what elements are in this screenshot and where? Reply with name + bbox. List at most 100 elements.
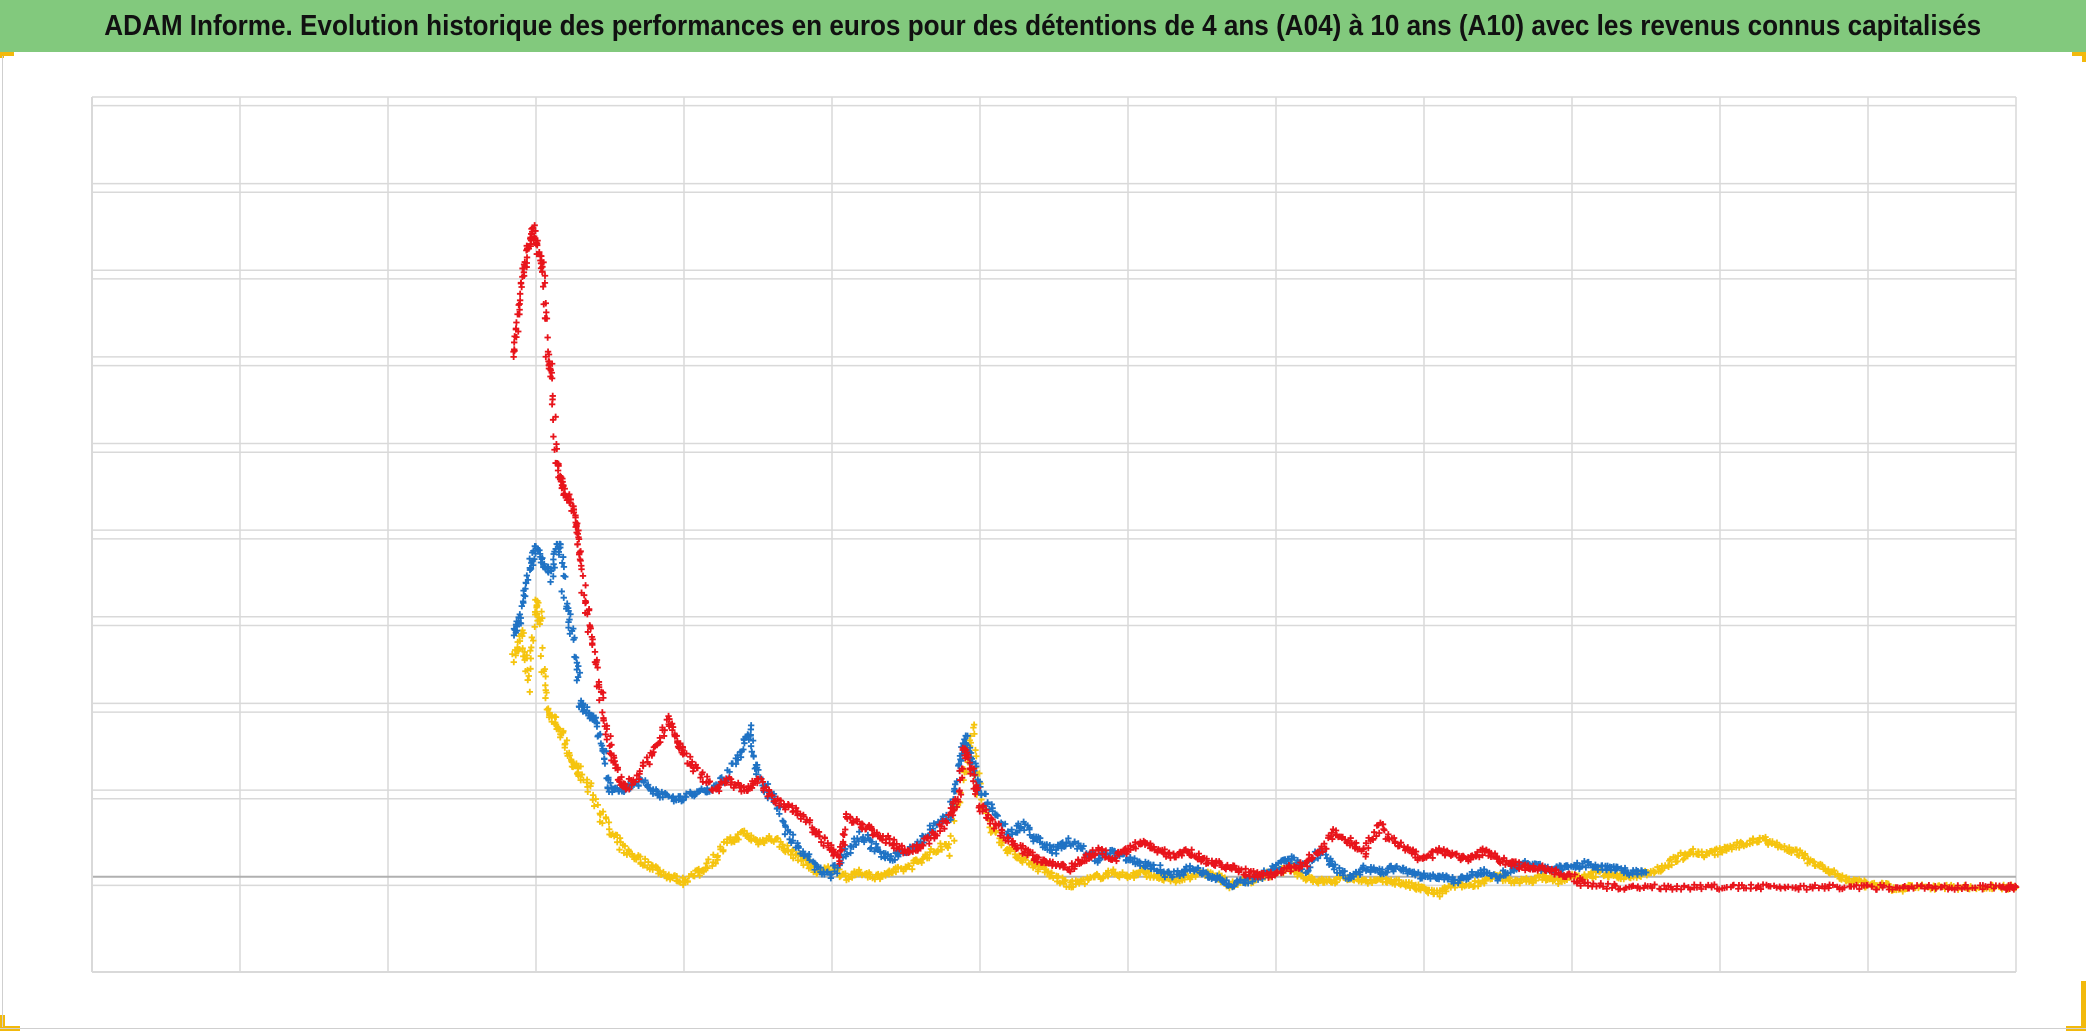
series-2-marker: [1604, 880, 1612, 887]
series-1-marker: [1331, 861, 1339, 868]
series-2-marker: [958, 765, 966, 772]
series-0-marker: [934, 847, 942, 855]
series-2-marker: [873, 829, 881, 836]
series-0-marker: [947, 832, 954, 840]
series-1-marker: [560, 594, 567, 601]
series-1-marker: [557, 544, 564, 551]
series-2-marker: [539, 263, 546, 271]
series-2-marker: [1889, 886, 1896, 893]
series-1-marker: [551, 564, 558, 571]
series-0-marker: [1674, 852, 1682, 860]
series-2-marker: [1429, 854, 1436, 862]
series-1-marker: [795, 843, 802, 851]
series-2-marker: [1651, 881, 1658, 888]
series-2-marker: [1222, 865, 1230, 873]
series-1-marker: [1095, 857, 1102, 864]
series-2-marker: [1019, 842, 1027, 850]
series-0-marker: [528, 644, 535, 651]
series-2-marker: [1552, 866, 1560, 873]
series-2-marker: [548, 369, 555, 376]
series-2-marker: [574, 520, 581, 527]
series-0-marker: [1011, 851, 1019, 858]
series-1-marker: [1223, 877, 1230, 884]
series-2-marker: [806, 819, 813, 826]
series-1-marker: [564, 600, 571, 607]
series-0-marker: [925, 854, 933, 862]
series-2-marker: [523, 254, 531, 261]
series-2-marker: [625, 786, 633, 793]
series-2-marker: [1715, 886, 1723, 893]
series-2-marker: [1029, 851, 1037, 859]
series-2-marker: [520, 269, 528, 276]
series-2-marker: [1474, 848, 1481, 856]
series-2-marker: [1571, 871, 1578, 878]
series-1-marker: [1468, 868, 1476, 876]
series-2-marker: [1082, 851, 1089, 858]
series-0-marker: [945, 840, 952, 848]
series-2-marker: [979, 808, 986, 815]
series-1-marker: [575, 662, 582, 670]
series-0-marker: [1617, 871, 1624, 878]
corner-mark-top-right: [2072, 52, 2086, 56]
series-2-marker: [669, 723, 677, 731]
series-2-marker: [513, 333, 520, 341]
series-2-marker: [1932, 885, 1940, 892]
series-2-marker: [516, 297, 524, 304]
series-1-marker: [655, 790, 662, 797]
series-2-marker: [552, 413, 559, 420]
series-0-marker: [700, 867, 707, 875]
series-2-marker: [513, 319, 520, 326]
series-1-marker: [859, 833, 867, 841]
series-1-marker: [547, 578, 554, 586]
series-0-marker: [755, 841, 762, 848]
series-1-marker: [748, 748, 756, 755]
series-2-marker: [555, 462, 562, 469]
series-0-marker: [584, 788, 591, 795]
series-0-marker: [566, 752, 573, 759]
series-2-marker: [941, 825, 948, 832]
series-2-marker: [591, 648, 599, 656]
series-2-marker: [898, 842, 906, 850]
series-1-marker: [573, 677, 581, 684]
series-2-marker: [614, 766, 621, 773]
series-0-marker: [1728, 846, 1735, 853]
series-1-marker: [1065, 835, 1072, 842]
series-0-marker: [641, 855, 649, 863]
series-1-marker: [789, 837, 797, 844]
series-2-marker: [1901, 882, 1908, 890]
series-0-marker: [1839, 872, 1846, 879]
series-0-marker: [1045, 868, 1052, 875]
series-2-marker: [1369, 835, 1376, 843]
series-1-marker: [596, 731, 604, 738]
series-2-marker: [1132, 845, 1139, 852]
series-1-marker: [1625, 869, 1632, 876]
series-2-marker: [971, 771, 978, 779]
series-0-marker: [538, 608, 545, 615]
series-1-marker: [593, 719, 601, 727]
series-1-marker: [782, 823, 789, 831]
series-0-marker: [1048, 869, 1055, 877]
series-1-marker: [891, 856, 899, 864]
series-2-marker: [1328, 829, 1336, 837]
series-1-marker: [1330, 866, 1338, 873]
series-2-marker: [919, 841, 926, 848]
series-1-marker: [1244, 880, 1252, 887]
series-2-marker: [1755, 882, 1762, 889]
series-1-marker: [926, 822, 934, 829]
series-2-marker: [584, 610, 591, 618]
series-0-marker: [530, 637, 537, 644]
series-2-marker: [1662, 885, 1670, 893]
series-2-marker: [1479, 851, 1486, 859]
series-1-marker: [1153, 867, 1160, 874]
series-1-marker: [805, 851, 813, 858]
series-0-marker: [765, 832, 773, 840]
series-0-marker: [509, 650, 516, 658]
series-2-marker: [1841, 884, 1848, 891]
series-0-marker: [578, 771, 586, 778]
series-2-marker: [955, 798, 962, 805]
series-1-marker: [658, 788, 666, 796]
series-0-marker: [1769, 838, 1776, 845]
series-2-marker: [957, 791, 965, 798]
series-0-marker: [894, 863, 902, 871]
series-2-marker: [575, 527, 582, 534]
